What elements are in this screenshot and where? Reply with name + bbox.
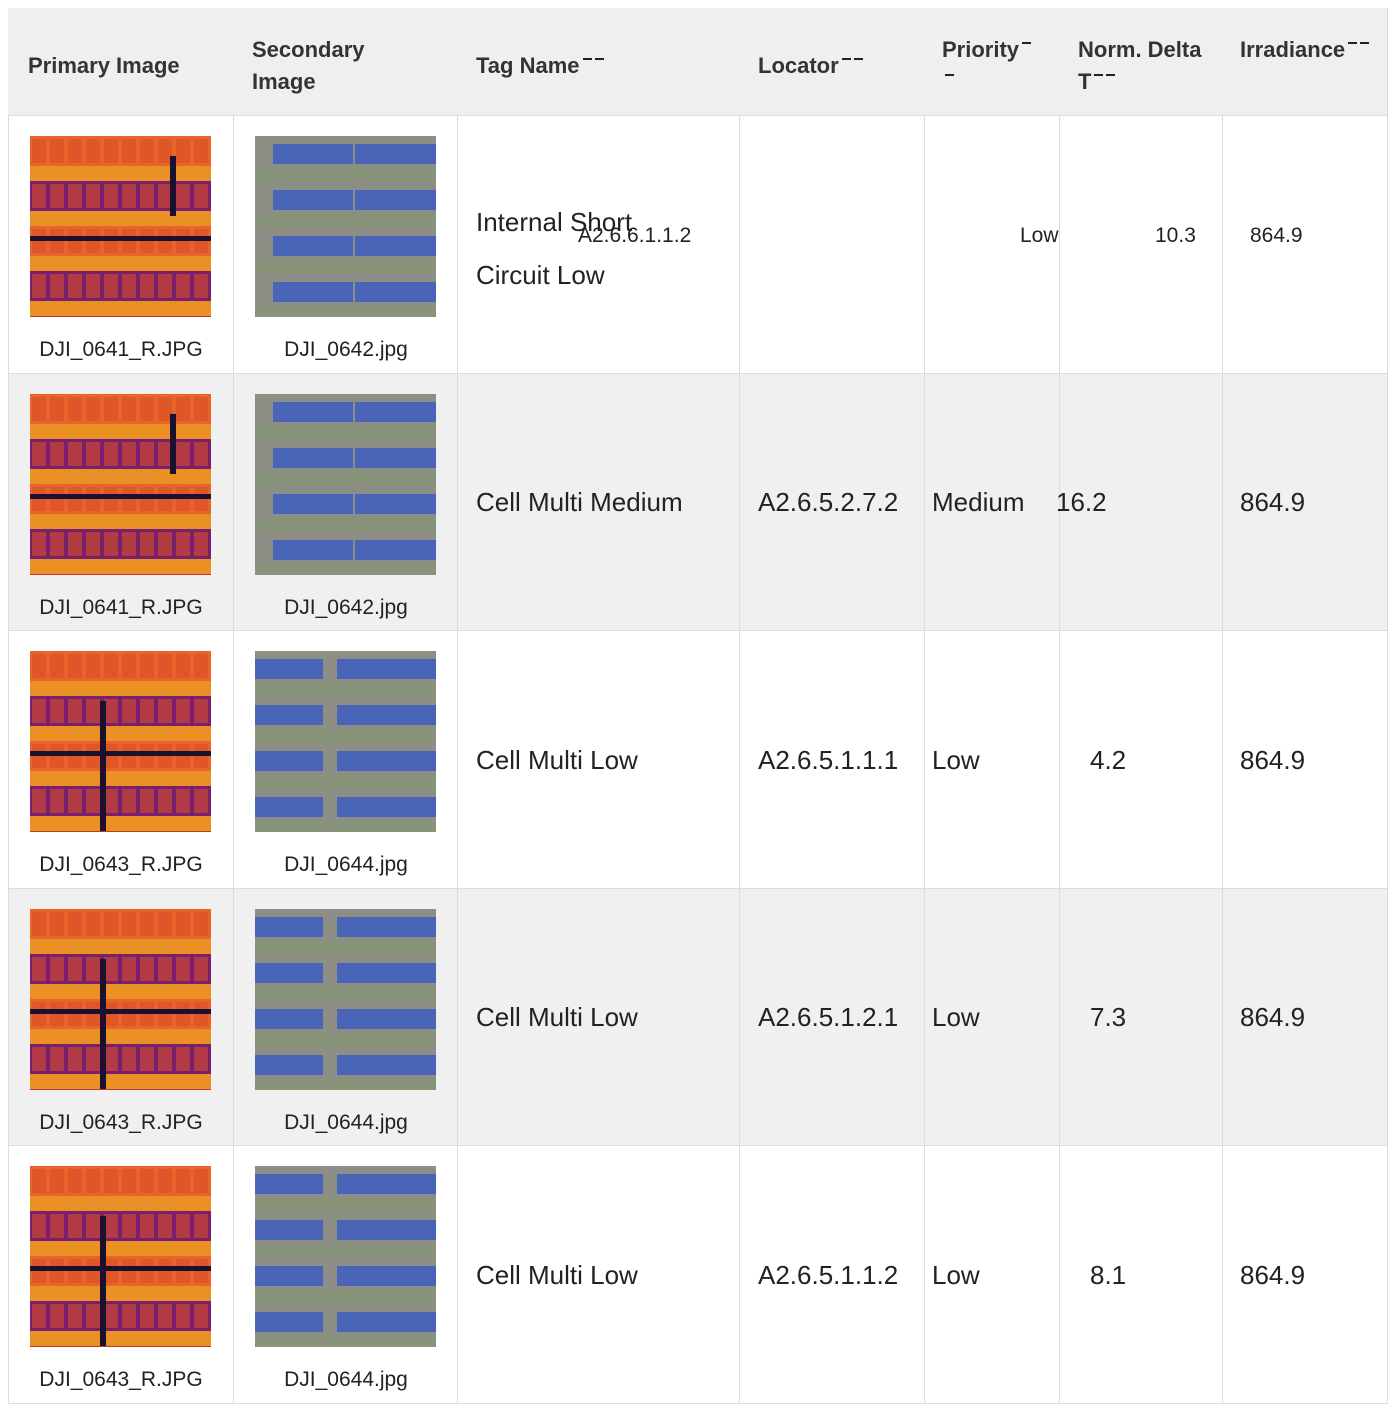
- secondary-filename: DJI_0642.jpg: [284, 338, 408, 361]
- header-cell: Norm. Delta T: [1078, 37, 1202, 94]
- table-cell: [1223, 631, 1388, 889]
- delta-t: 4.2: [1090, 744, 1127, 775]
- tag-name: Cell Multi Medium: [476, 487, 683, 518]
- table-cell: [925, 1146, 1060, 1404]
- sort-icon[interactable]: [945, 74, 954, 77]
- sort-icon[interactable]: [1022, 42, 1032, 45]
- table-cell: [740, 888, 925, 1146]
- table-cell: [740, 373, 925, 631]
- tag-name: Cell Multi Low: [476, 1002, 638, 1033]
- irradiance: 864.9: [1240, 1259, 1306, 1290]
- primary-filename: DJI_0643_R.JPG: [39, 1368, 203, 1391]
- sort-icon[interactable]: [1348, 42, 1358, 45]
- table-cell: [1223, 888, 1388, 1146]
- table-cell: [925, 373, 1060, 631]
- tag-name: Internal Short Circuit Low: [476, 207, 633, 290]
- header-cell: Tag Name: [476, 50, 676, 82]
- visual-image[interactable]: [255, 908, 436, 1090]
- thermal-image[interactable]: [30, 136, 211, 317]
- delta-t: 8.1: [1090, 1259, 1127, 1290]
- table-cell: [740, 116, 925, 374]
- irradiance: 864.9: [1240, 744, 1306, 775]
- table-cell: [1060, 1146, 1223, 1404]
- visual-image[interactable]: [255, 136, 436, 317]
- primary-filename: DJI_0641_R.JPG: [39, 338, 203, 361]
- primary-filename: DJI_0643_R.JPG: [39, 853, 203, 876]
- table-cell: [925, 888, 1060, 1146]
- table-cell: [740, 1146, 925, 1404]
- thermal-image[interactable]: [30, 1166, 211, 1347]
- irradiance: 864.9: [1250, 224, 1303, 247]
- thermal-image[interactable]: [30, 651, 211, 832]
- header-cell: Priority: [942, 34, 1042, 98]
- sort-icon[interactable]: [841, 58, 851, 61]
- table-cell: [1060, 116, 1223, 374]
- header-cell: Primary Image: [28, 53, 180, 78]
- sort-icon[interactable]: [582, 58, 592, 61]
- table-cell: [1060, 888, 1223, 1146]
- priority: Low: [932, 1002, 980, 1033]
- thermal-image[interactable]: [30, 908, 211, 1090]
- secondary-filename: DJI_0644.jpg: [284, 1368, 408, 1391]
- table-cell: [1223, 373, 1388, 631]
- sort-icon[interactable]: [1106, 74, 1116, 77]
- priority: Medium: [932, 487, 1025, 518]
- secondary-filename: DJI_0644.jpg: [284, 853, 408, 876]
- locator: A2.6.5.1.2.1: [758, 1002, 899, 1033]
- visual-image[interactable]: [255, 651, 436, 832]
- table-cell: [1223, 116, 1388, 374]
- sort-icon[interactable]: [1360, 42, 1370, 45]
- delta-t: 16.2: [1056, 487, 1107, 518]
- delta-t: 7.3: [1090, 1002, 1127, 1033]
- table-cell: [458, 888, 740, 1146]
- priority: Low: [1020, 224, 1059, 247]
- table-cell: [458, 373, 740, 631]
- header-cell: Locator: [758, 50, 918, 82]
- table-cell: [925, 116, 1060, 374]
- locator: A2.6.6.1.1.2: [578, 224, 692, 247]
- table-cell: [458, 116, 740, 374]
- table-cell: [1060, 373, 1223, 631]
- irradiance: 864.9: [1240, 1002, 1306, 1033]
- tag-name: Cell Multi Low: [476, 1259, 638, 1290]
- table-cell: [925, 631, 1060, 889]
- locator: A2.6.5.1.1.2: [758, 1259, 899, 1290]
- table-cell: [740, 631, 925, 889]
- delta-t: 10.3: [1155, 224, 1196, 247]
- header-row: [8, 8, 1388, 116]
- table-cell: [1060, 631, 1223, 889]
- irradiance: 864.9: [1240, 487, 1306, 518]
- visual-image[interactable]: [255, 393, 436, 575]
- visual-image[interactable]: [255, 1166, 436, 1347]
- secondary-filename: DJI_0642.jpg: [284, 595, 408, 619]
- sort-icon[interactable]: [1094, 74, 1104, 77]
- header-cell: Irradiance: [1240, 34, 1370, 66]
- priority: Low: [932, 744, 980, 775]
- secondary-filename: DJI_0644.jpg: [284, 1110, 408, 1134]
- sort-icon[interactable]: [853, 58, 863, 61]
- locator: A2.6.5.1.1.1: [758, 744, 899, 775]
- table-cell: [1223, 1146, 1388, 1404]
- locator: A2.6.5.2.7.2: [758, 487, 899, 518]
- sort-icon[interactable]: [594, 58, 604, 61]
- priority: Low: [932, 1259, 980, 1290]
- primary-filename: DJI_0643_R.JPG: [39, 1110, 203, 1134]
- tag-name: Cell Multi Low: [476, 744, 638, 775]
- primary-filename: DJI_0641_R.JPG: [39, 595, 203, 619]
- thermal-image[interactable]: [30, 393, 211, 575]
- table-cell: [458, 631, 740, 889]
- header-cell: Secondary Image: [252, 37, 365, 94]
- table-cell: [458, 1146, 740, 1404]
